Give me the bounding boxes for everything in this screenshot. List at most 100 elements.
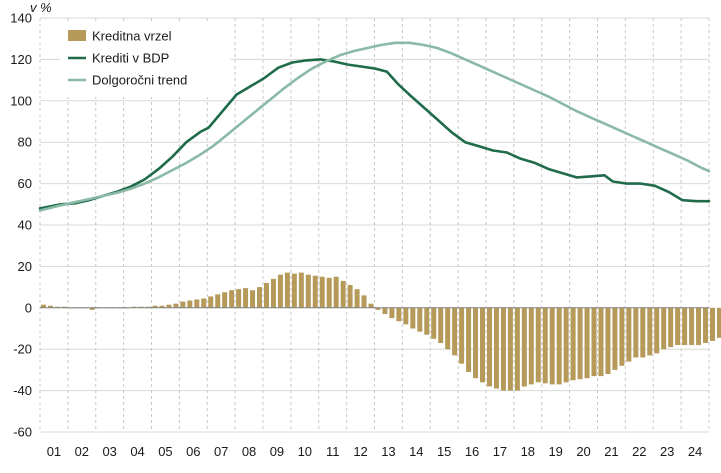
bar xyxy=(375,307,381,310)
bar xyxy=(549,307,555,385)
x-tick-label: 02 xyxy=(75,444,89,459)
bar xyxy=(417,307,423,332)
bar xyxy=(459,307,465,364)
series-line-dolgoročni-trend xyxy=(38,41,711,212)
bar xyxy=(703,307,709,343)
bar xyxy=(347,285,353,308)
bar xyxy=(277,274,283,308)
x-tick-label: 23 xyxy=(660,444,674,459)
legend-box xyxy=(60,21,230,97)
bar xyxy=(312,275,318,308)
bar xyxy=(396,307,402,322)
y-tick-label: 40 xyxy=(18,218,32,233)
bar xyxy=(500,307,506,391)
x-tick-label: 20 xyxy=(576,444,590,459)
bar xyxy=(640,307,646,358)
bar xyxy=(661,307,667,350)
bar xyxy=(473,307,479,379)
bar xyxy=(626,307,632,362)
bar xyxy=(298,272,304,308)
bar xyxy=(138,306,144,308)
y-tick-label: 20 xyxy=(18,259,32,274)
bar xyxy=(528,307,534,385)
bar xyxy=(180,301,186,308)
bar xyxy=(333,276,339,308)
legend-label: Dolgoročni trend xyxy=(92,73,187,88)
bar xyxy=(222,292,228,308)
bar xyxy=(633,307,639,358)
x-tick-label: 19 xyxy=(548,444,562,459)
bar xyxy=(61,306,67,308)
bar xyxy=(605,307,611,375)
bar xyxy=(563,307,569,383)
bar xyxy=(208,296,214,308)
x-tick-label: 22 xyxy=(632,444,646,459)
x-tick-label: 16 xyxy=(465,444,479,459)
bar xyxy=(431,307,437,339)
bar xyxy=(507,307,513,391)
bar xyxy=(514,307,520,391)
x-tick-label: 04 xyxy=(130,444,144,459)
bar xyxy=(354,289,360,308)
x-tick-label: 13 xyxy=(381,444,395,459)
bar xyxy=(410,307,416,329)
bar xyxy=(689,307,695,346)
bar xyxy=(619,307,625,366)
bar-series-kreditna-vrzel xyxy=(40,272,721,391)
bar xyxy=(305,274,311,308)
legend: Kreditna vrzel Krediti v BDP Dolgoročni tr… xyxy=(60,21,230,97)
y-tick-label: -60 xyxy=(13,425,32,440)
x-tick-label: 01 xyxy=(47,444,61,459)
x-tick-label: 24 xyxy=(688,444,702,459)
legend-label: Kreditna vrzel xyxy=(92,29,172,44)
y-tick-label: 120 xyxy=(10,52,32,67)
bar xyxy=(152,305,158,308)
bar xyxy=(145,306,151,308)
bar xyxy=(570,307,576,381)
bar xyxy=(452,307,458,356)
bar xyxy=(647,307,653,356)
y-tick-label: 60 xyxy=(18,176,32,191)
bar xyxy=(709,307,715,341)
bar xyxy=(438,307,444,343)
y-tick-label: -20 xyxy=(13,342,32,357)
bar xyxy=(682,307,688,346)
bar xyxy=(675,307,681,346)
bar xyxy=(521,307,527,387)
bar xyxy=(284,272,290,308)
line-series-group xyxy=(38,41,711,212)
bar xyxy=(466,307,472,372)
x-tick-label: 21 xyxy=(604,444,618,459)
bar xyxy=(493,307,499,389)
bar xyxy=(319,276,325,308)
bar xyxy=(173,303,179,308)
y-tick-label: -40 xyxy=(13,383,32,398)
x-tick-label: 12 xyxy=(353,444,367,459)
bar xyxy=(445,307,451,350)
y-unit-label: v % xyxy=(30,0,52,15)
bar xyxy=(159,305,165,308)
axes: 140 120 100 80 60 40 20 0 -20 -40 -60 01 02 03 04 05 06 0… xyxy=(10,0,709,459)
x-tick-label: 10 xyxy=(298,444,312,459)
bar xyxy=(257,287,263,308)
bar xyxy=(591,307,597,377)
bar xyxy=(368,303,374,308)
bar xyxy=(187,300,193,308)
x-tick-label: 07 xyxy=(214,444,228,459)
bar xyxy=(194,299,200,308)
bar xyxy=(598,307,604,377)
y-tick-label: 140 xyxy=(10,11,32,26)
bar xyxy=(361,295,367,308)
bar xyxy=(696,307,702,346)
series-line-krediti-v-bdp xyxy=(38,58,711,210)
x-tick-label: 18 xyxy=(521,444,535,459)
bar xyxy=(486,307,492,387)
bar xyxy=(654,307,660,354)
x-tick-label: 06 xyxy=(186,444,200,459)
bar xyxy=(389,307,395,319)
bar xyxy=(424,307,430,335)
bar xyxy=(229,290,235,308)
bar xyxy=(89,307,95,310)
bar xyxy=(236,289,242,308)
